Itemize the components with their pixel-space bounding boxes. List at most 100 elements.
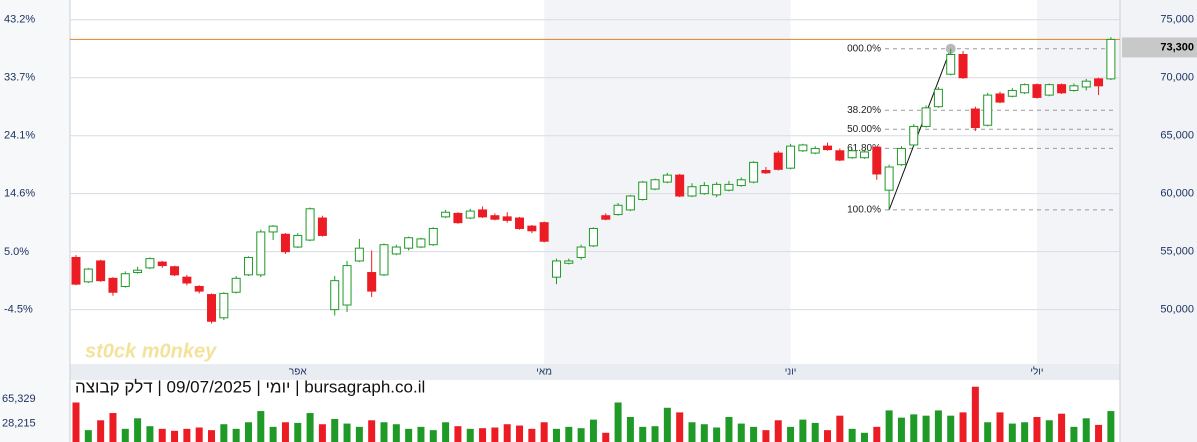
candle-body [662, 174, 672, 183]
candle-body [71, 256, 81, 285]
right-axis-panel [1120, 0, 1197, 442]
volume-bar [405, 428, 413, 442]
volume-bar [392, 424, 400, 442]
candle-body [207, 294, 217, 322]
volume-bar [417, 426, 425, 442]
candle-body [909, 125, 919, 146]
volume-bar [762, 430, 770, 442]
volume-bar [725, 416, 733, 442]
volume-bar [281, 422, 289, 442]
candle-body [564, 260, 574, 264]
x-tick-label: אפר [289, 367, 307, 378]
volume-bar [885, 410, 893, 442]
volume-bar [996, 412, 1004, 442]
volume-bar [565, 426, 573, 442]
volume-bar [873, 426, 881, 442]
volume-bar [208, 430, 216, 442]
candle-body [330, 280, 340, 311]
candle-body [724, 183, 734, 191]
candle-body [551, 260, 561, 278]
candle-body [983, 94, 993, 126]
volume-bar [1070, 426, 1078, 442]
candle-body [515, 217, 525, 229]
volume-bar [516, 425, 524, 442]
volume-bar [183, 428, 191, 442]
candle-body [650, 179, 660, 190]
volume-tick-label: 65,329 [2, 393, 36, 405]
candle-body [293, 234, 303, 248]
volume-bar [848, 428, 856, 442]
candle-body [219, 292, 229, 319]
volume-bar [639, 426, 647, 442]
volume-bar [491, 427, 499, 442]
candle-body [613, 204, 623, 216]
candle-body [96, 260, 106, 282]
y2-tick-label: 33.7% [4, 71, 35, 83]
volume-bar [134, 418, 142, 442]
candle-body [1007, 89, 1017, 97]
candle-body [970, 108, 980, 129]
candle-body [995, 93, 1005, 103]
candle-body [194, 285, 204, 292]
candle-body [268, 225, 278, 233]
candle-body [133, 269, 143, 274]
volume-bar [1095, 424, 1103, 442]
candle-body [527, 225, 537, 232]
volume-bar [72, 402, 80, 442]
candle-body [120, 273, 130, 287]
volume-bar [331, 418, 339, 442]
volume-bar [676, 412, 684, 442]
volume-bar [910, 414, 918, 442]
candle-body [946, 54, 956, 75]
volume-bar [860, 432, 868, 442]
candle-body [736, 179, 746, 187]
candle-body [798, 144, 808, 152]
candle-body [256, 231, 266, 276]
volume-bar [1021, 422, 1029, 442]
candle-body [428, 227, 438, 246]
volume-bar [959, 412, 967, 442]
left-axis-panel [0, 0, 70, 442]
volume-bar [429, 430, 437, 442]
volume-bar [380, 422, 388, 442]
volume-bar [811, 422, 819, 442]
y-tick-label: 65,000 [1160, 130, 1194, 142]
volume-bar [651, 426, 659, 442]
candle-body [317, 217, 327, 236]
volume-bar [1107, 411, 1115, 442]
volume-bar [294, 422, 302, 442]
candle-body [83, 268, 93, 283]
y2-tick-label: 14.6% [4, 187, 35, 199]
fib-label: 50.00% [847, 124, 881, 135]
candle-body [884, 166, 894, 191]
volume-bar [750, 426, 758, 442]
candle-body [404, 237, 414, 249]
volume-bar [1082, 418, 1090, 442]
y-tick-label: 50,000 [1160, 304, 1194, 316]
candle-body [761, 169, 771, 174]
volume-bar [503, 424, 511, 442]
candle-body [872, 146, 882, 175]
candle-body [1094, 78, 1104, 87]
candle-body [379, 244, 389, 276]
candle-body [231, 277, 241, 293]
candle-body [453, 212, 463, 224]
candle-body [823, 145, 833, 151]
volume-bar [836, 415, 844, 442]
x-tick-label: יולי [1030, 366, 1043, 378]
volume-bar [244, 422, 252, 442]
current-price-label: 73,300 [1160, 41, 1194, 53]
candle-body [305, 208, 315, 241]
candle-body [1032, 84, 1042, 98]
candle-body [170, 266, 180, 276]
fib-label: 61.80% [847, 143, 881, 154]
candle-body [502, 216, 512, 221]
volume-bar [318, 424, 326, 442]
current-price-tag [1122, 37, 1197, 58]
fib-trend [888, 48, 952, 211]
y2-tick-label: -4.5% [4, 304, 33, 316]
candle-body [280, 233, 290, 253]
volume-bar [934, 410, 942, 442]
candle-body [588, 227, 598, 247]
